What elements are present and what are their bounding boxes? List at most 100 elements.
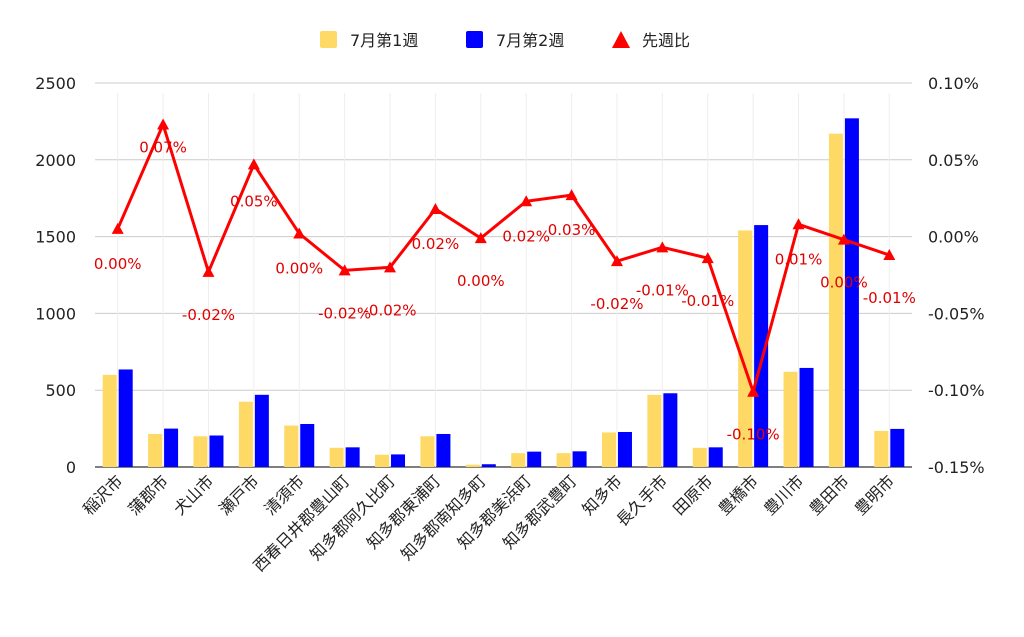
category-label: 稲沢市 [79,471,126,518]
right-axis-tick-label: 0.10% [928,74,979,93]
legend-swatch-week2 [466,31,483,48]
category-label: 豊川市 [760,471,807,518]
right-axis-tick-label: 0.05% [928,151,979,170]
right-axis-tick-label: -0.05% [928,304,985,323]
legend[interactable]: 7月第1週 7月第2週 先週比 [320,31,690,50]
ratio-point-marker [837,233,850,245]
bar-week1 [874,430,889,467]
bar-week2 [436,433,451,467]
ratio-point-marker [792,218,805,230]
legend-swatch-ratio [612,31,630,48]
grid-lines [95,82,912,468]
bar-week1 [329,447,344,467]
ratio-point-marker [656,241,669,253]
bar-week1 [465,464,480,467]
legend-swatch-week1 [320,31,337,48]
bar-week2 [254,394,269,467]
bars [102,118,905,468]
ratio-point-marker [429,202,442,214]
bar-week1 [284,425,299,467]
ratio-data-label: -0.01% [681,292,734,310]
bar-week2 [890,428,905,467]
ratio-point-marker [610,255,623,267]
ratio-line-path [116,120,890,397]
category-label: 豊橋市 [715,471,762,518]
bar-week2 [844,118,859,467]
ratio-data-label: 0.03% [548,221,596,239]
data-labels: 0.00%0.07%-0.02%0.05%0.00%-0.02%-0.02%0.… [94,138,916,443]
ratio-data-label: 0.05% [230,192,278,210]
ratio-point-marker [157,118,170,130]
ratio-data-label: 0.00% [94,255,142,273]
category-label: 田原市 [669,471,716,518]
category-label: 蒲郡市 [125,471,172,518]
ratio-line [111,118,896,397]
right-axis-tick-label: -0.15% [928,458,985,477]
legend-label: 7月第1週 [350,31,418,50]
ratio-point-marker [701,252,714,264]
bar-week2 [754,225,769,467]
ratio-data-label: 0.01% [775,250,823,268]
category-label: 豊田市 [805,471,852,518]
bar-week1 [738,230,753,467]
bar-week1 [420,436,435,467]
bar-week2 [708,447,723,467]
ratio-data-label: 0.02% [502,227,550,245]
ratio-data-label: -0.01% [863,289,916,307]
bar-week1 [148,433,163,467]
ratio-point-marker [202,265,215,277]
bar-week1 [556,453,571,467]
ratio-data-label: -0.02% [182,306,235,324]
bar-week1 [783,371,798,467]
ratio-data-label: 0.00% [275,260,323,278]
ratio-data-label: -0.02% [590,295,643,313]
ratio-point-marker [520,195,533,207]
ratio-data-label: 0.00% [820,274,868,292]
ratio-data-label: -0.01% [636,281,689,299]
bar-week2 [300,423,315,467]
bar-week1 [238,401,253,467]
category-label: 瀬戸市 [215,471,262,518]
bar-week1 [647,394,662,467]
ratio-data-label: -0.02% [318,304,371,322]
bar-week2 [391,454,406,467]
bar-week2 [617,431,632,467]
ratio-data-label: 0.00% [457,272,505,290]
bar-week2 [209,435,224,467]
ratio-point-marker [338,264,351,276]
ratio-point-marker [111,222,124,234]
ratio-point-marker [474,232,487,244]
left-axis-tick-label: 1500 [35,228,76,247]
category-label: 長久手市 [612,471,671,530]
bar-week2 [118,369,133,467]
bar-week1 [511,453,526,467]
bar-week2 [799,367,814,467]
ratio-point-marker [747,385,760,397]
bar-week2 [663,393,678,467]
bar-week1 [692,447,707,467]
left-axis-tick-label: 500 [45,381,76,400]
legend-label: 7月第2週 [496,31,564,50]
left-axis-tick-label: 2500 [35,74,76,93]
ratio-data-label: 0.07% [139,138,187,156]
ratio-data-label: -0.02% [363,301,416,319]
left-axis-tick-label: 0 [66,458,76,477]
category-label: 犬山市 [170,471,217,518]
bar-week2 [527,451,542,467]
bar-week1 [828,133,843,468]
bar-week1 [601,432,616,467]
left-axis-tick-label: 2000 [35,151,76,170]
bar-week1 [102,374,117,467]
bar-week2 [572,451,587,467]
ratio-point-marker [293,227,306,239]
right-axis-tick-label: -0.10% [928,381,985,400]
left-axis-tick-label: 1000 [35,304,76,323]
bar-week2 [164,428,179,467]
bar-week1 [193,436,208,467]
ratio-point-marker [565,189,578,201]
right-axis-tick-label: 0.00% [928,228,979,247]
bar-week2 [345,447,360,467]
ratio-point-marker [247,158,260,170]
